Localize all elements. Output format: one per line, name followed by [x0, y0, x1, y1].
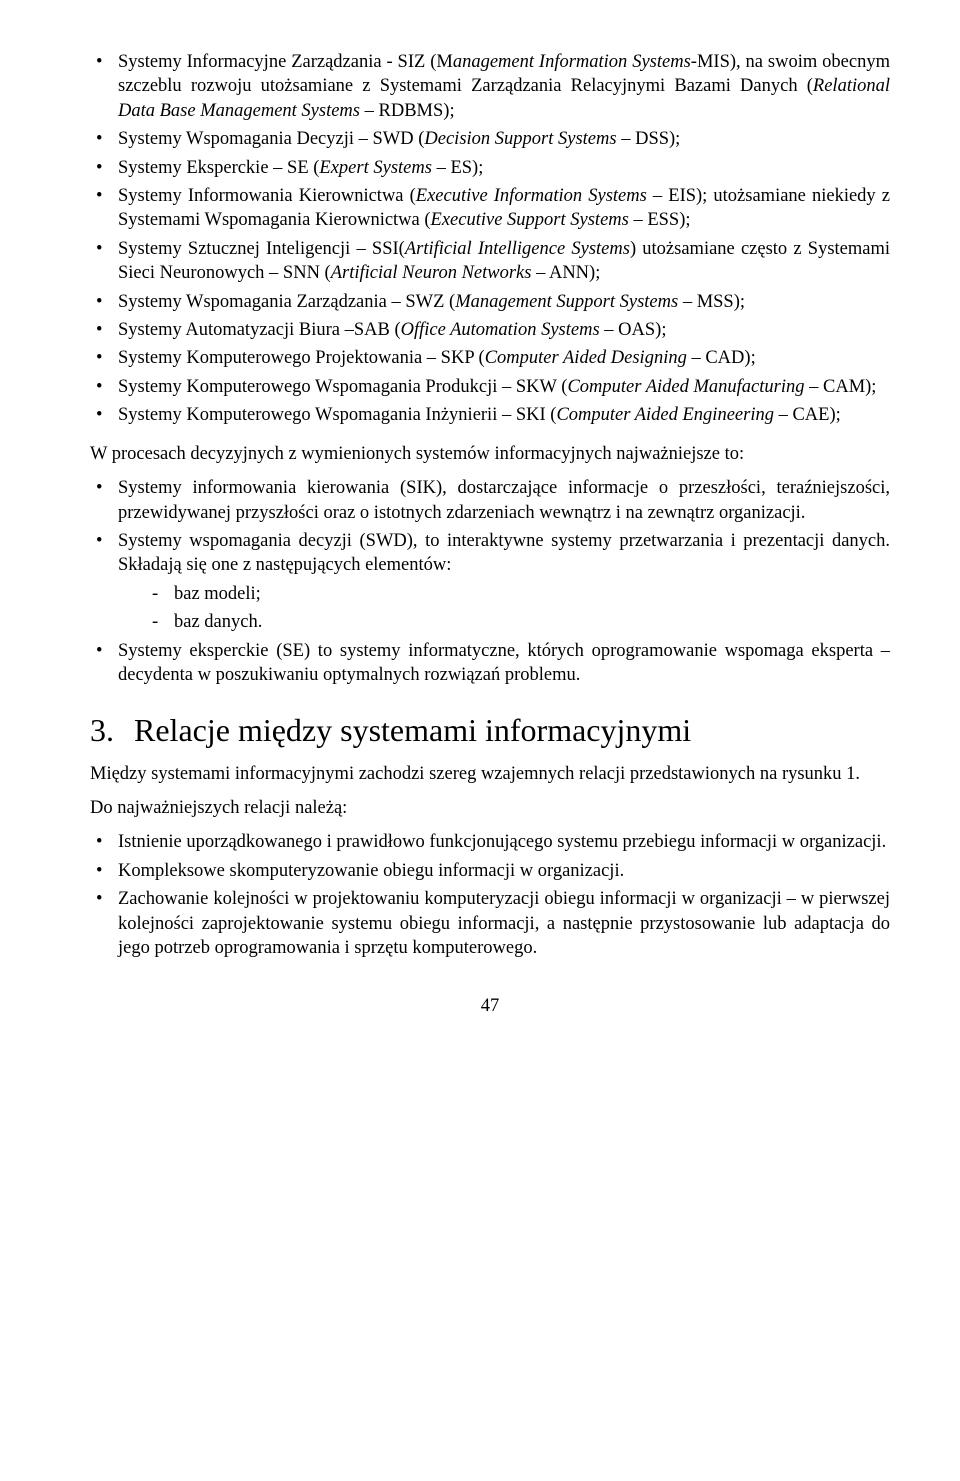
list-item: Systemy Komputerowego Wspomagania Produk… — [90, 375, 890, 399]
list-item: Zachowanie kolejności w projektowaniu ko… — [90, 887, 890, 960]
list-item: Systemy Komputerowego Wspomagania Inżyni… — [90, 403, 890, 427]
list-item: Systemy Informowania Kierownictwa (Execu… — [90, 184, 890, 233]
sub-list-item: baz danych. — [146, 610, 890, 634]
list-item: Systemy wspomagania decyzji (SWD), to in… — [90, 529, 890, 635]
list-item: Systemy eksperckie (SE) to systemy infor… — [90, 639, 890, 688]
list-item-text: Systemy wspomagania decyzji (SWD), to in… — [118, 531, 890, 575]
list-item: Systemy Eksperckie – SE (Expert Systems … — [90, 156, 890, 180]
list-item: Systemy Informacyjne Zarządzania - SIZ (… — [90, 50, 890, 123]
intro-paragraph-1: W procesach decyzyjnych z wymienionych s… — [90, 442, 890, 466]
systems-list-1: Systemy Informacyjne Zarządzania - SIZ (… — [90, 50, 890, 428]
list-item: Systemy Automatyzacji Biura –SAB (Office… — [90, 318, 890, 342]
list-item: Systemy informowania kierowania (SIK), d… — [90, 476, 890, 525]
page-number: 47 — [90, 994, 890, 1018]
section-paragraph-2: Do najważniejszych relacji należą: — [90, 796, 890, 820]
sub-list-item: baz modeli; — [146, 582, 890, 606]
list-item: Systemy Wspomagania Zarządzania – SWZ (M… — [90, 290, 890, 314]
sub-list: baz modeli; baz danych. — [146, 582, 890, 635]
section-heading: 3. Relacje między systemami informacyjny… — [90, 709, 890, 751]
heading-text: Relacje między systemami informacyjnymi — [134, 712, 691, 748]
relations-list: Istnienie uporządkowanego i prawidłowo f… — [90, 830, 890, 960]
list-item: Systemy Komputerowego Projektowania – SK… — [90, 346, 890, 370]
list-item: Kompleksowe skomputeryzowanie obiegu inf… — [90, 859, 890, 883]
list-item: Systemy Sztucznej Inteligencji – SSI(Art… — [90, 237, 890, 286]
section-paragraph-1: Między systemami informacyjnymi zachodzi… — [90, 762, 890, 786]
systems-list-2: Systemy informowania kierowania (SIK), d… — [90, 476, 890, 687]
list-item: Istnienie uporządkowanego i prawidłowo f… — [90, 830, 890, 854]
heading-number: 3. — [90, 709, 126, 751]
list-item: Systemy Wspomagania Decyzji – SWD (Decis… — [90, 127, 890, 151]
